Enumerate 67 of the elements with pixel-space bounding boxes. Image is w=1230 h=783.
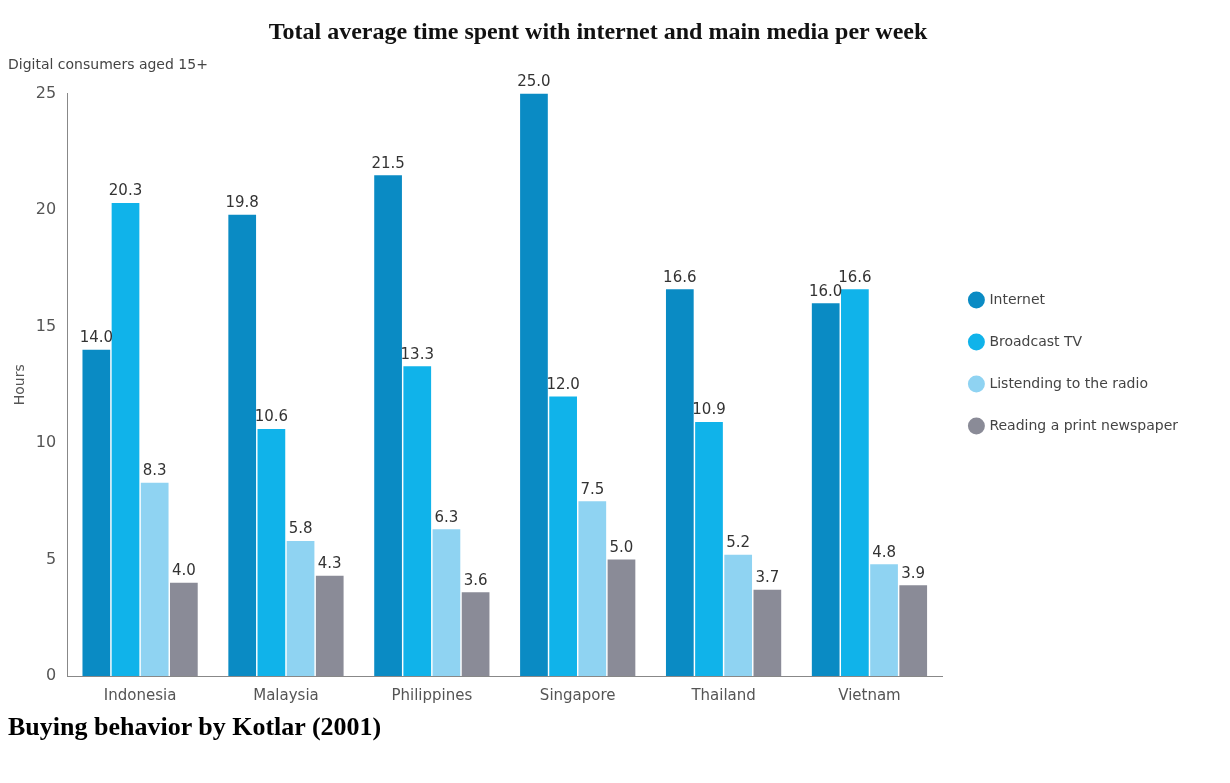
- bar: [461, 592, 490, 676]
- x-tick-label: Malaysia: [253, 685, 319, 704]
- bar: [432, 529, 461, 676]
- y-tick-label: 0: [45, 665, 57, 685]
- x-tick-label: Thailand: [690, 685, 756, 704]
- y-axis-title: Hours: [11, 364, 28, 406]
- data-label: 16.0: [809, 281, 843, 300]
- bar: [170, 582, 198, 676]
- data-label: 14.0: [79, 328, 114, 347]
- data-label: 10.9: [692, 400, 726, 419]
- bar: [257, 429, 286, 676]
- bar: [899, 585, 928, 676]
- data-label: 21.5: [371, 153, 405, 172]
- data-label: 3.6: [463, 570, 488, 589]
- bar: [111, 203, 140, 676]
- x-tick-label: Singapore: [539, 685, 616, 704]
- bar: [811, 303, 840, 676]
- bar: [549, 396, 577, 676]
- bar: [374, 175, 402, 676]
- x-tick-label: Indonesia: [103, 685, 177, 704]
- bar: [841, 289, 869, 676]
- bar: [724, 554, 753, 676]
- bar: [870, 564, 898, 676]
- bar: [695, 422, 723, 676]
- bar: [520, 93, 548, 676]
- data-label: 4.8: [872, 542, 896, 561]
- bar: [403, 366, 432, 676]
- bar: [578, 501, 607, 676]
- bar: [286, 540, 315, 676]
- data-label: 20.3: [108, 181, 143, 200]
- data-label: 3.7: [755, 568, 780, 587]
- x-tick-label: Philippines: [391, 685, 473, 704]
- legend-label: Reading a print newspaper: [989, 416, 1179, 433]
- legend-label: Listending to the radio: [989, 374, 1148, 391]
- text: Buying behavior by Kotlar (2001): [8, 712, 383, 742]
- data-label: 5.8: [288, 519, 313, 538]
- bar: [82, 349, 111, 676]
- data-label: 25.0: [517, 71, 551, 90]
- data-label: 7.5: [580, 479, 605, 498]
- y-tick-label: 15: [35, 315, 57, 335]
- data-label: 10.6: [254, 407, 289, 426]
- data-label: 4.3: [317, 554, 342, 573]
- bar: [607, 559, 636, 676]
- bar: [665, 289, 694, 676]
- bar: [753, 589, 782, 676]
- data-label: 4.0: [171, 561, 196, 580]
- x-tick-label: Vietnam: [838, 685, 901, 704]
- data-label: 19.8: [225, 193, 259, 212]
- data-label: 13.3: [400, 344, 434, 363]
- chart-subtitle: Digital consumers aged 15+: [8, 55, 208, 72]
- y-tick-label: 20: [35, 199, 57, 219]
- chart-title: Total average time spent with internet and main media per week: [268, 17, 928, 44]
- data-label: 5.0: [609, 537, 634, 556]
- bar: [315, 575, 344, 676]
- data-label: 5.2: [726, 533, 751, 552]
- bar: [140, 482, 169, 676]
- legend-label: Internet: [989, 290, 1046, 307]
- data-label: 8.3: [142, 461, 167, 480]
- y-tick-label: 5: [45, 548, 57, 568]
- y-tick-label: 25: [35, 82, 57, 102]
- data-label: 16.6: [663, 267, 697, 286]
- y-tick-label: 10: [35, 432, 57, 452]
- data-label: 6.3: [434, 507, 459, 526]
- bar: [228, 214, 257, 676]
- data-label: 12.0: [546, 374, 580, 393]
- legend-label: Broadcast TV: [989, 332, 1083, 349]
- data-label: 3.9: [901, 563, 926, 582]
